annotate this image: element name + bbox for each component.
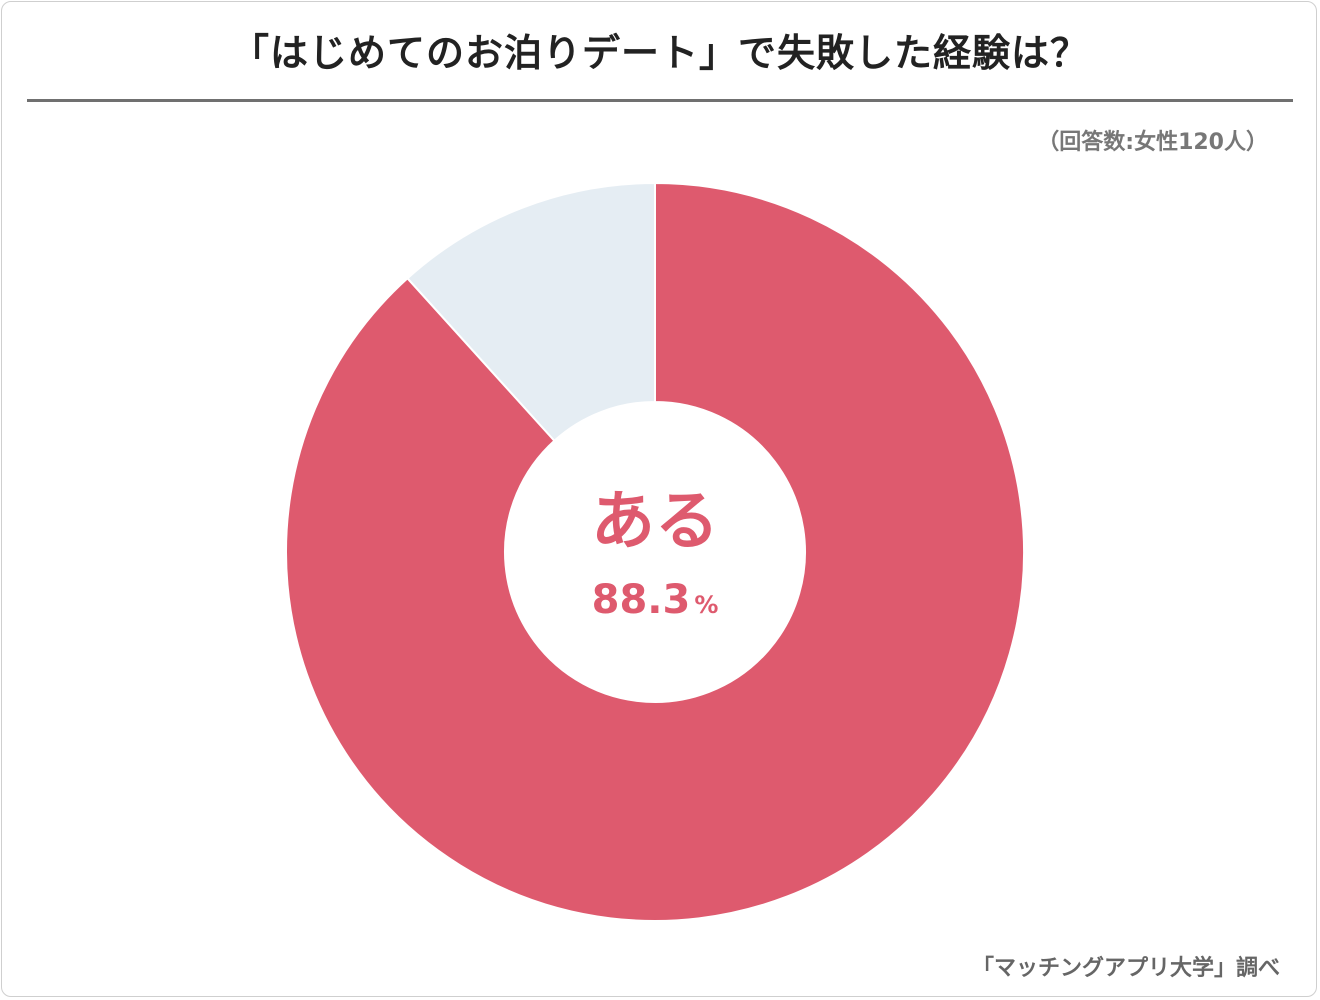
donut-slice-1 [406,181,656,443]
title-divider [27,99,1293,102]
center-value-number: 88.3 [591,577,691,623]
donut-slices [285,181,1025,922]
chart-title: 「はじめてのお泊りデート」で失敗した経験は？ [230,31,1089,75]
center-category-label: ある [591,485,719,559]
center-value-label: 88.3% [505,580,805,620]
center-value-unit: % [694,591,719,619]
respondent-note: （回答数:女性120人） [1037,130,1268,155]
source-credit: 「マッチングアプリ大学」調べ [971,956,1280,981]
donut-slice-0 [285,181,1025,922]
